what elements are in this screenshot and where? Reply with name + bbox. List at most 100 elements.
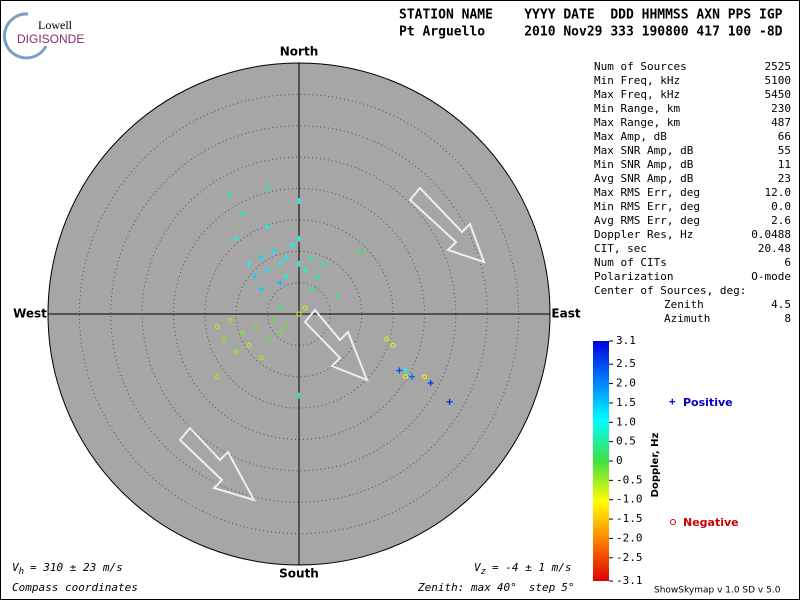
drift-arrows: [178, 186, 486, 502]
source-negative: [302, 305, 308, 311]
source-negative: [214, 374, 220, 380]
stat-label: Doppler Res, Hz: [594, 228, 693, 241]
legend-label: Positive: [683, 396, 733, 409]
colorbar-tick-label: 0: [616, 454, 623, 467]
stat-value: 23: [778, 172, 791, 185]
stat-label: Polarization: [594, 270, 673, 283]
source-negative: [258, 355, 264, 361]
source-positive: [314, 273, 321, 280]
source-negative: [390, 342, 396, 348]
zenith-label: Zenith: max 40° step 5°: [417, 581, 574, 594]
source-negative: [296, 311, 302, 317]
colorbar-tick-label: -2.5: [616, 551, 643, 564]
colorbar-tick-label: 2.0: [616, 377, 636, 390]
stat-value: 230: [771, 102, 791, 115]
colorbar-tick-label: 0.5: [616, 435, 636, 448]
source-positive: [264, 185, 271, 192]
source-negative: [271, 317, 277, 323]
source-positive: [264, 223, 271, 230]
stat-value: 5450: [765, 88, 792, 101]
stat-value: 55: [778, 144, 791, 157]
colorbar-tick-label: 2.5: [616, 357, 636, 370]
logo-bottom: DIGISONDE: [17, 32, 84, 46]
source-positive: [277, 260, 284, 267]
stat-label: Min SNR Amp, dB: [594, 158, 694, 171]
source-positive: [258, 285, 265, 292]
source-negative: [240, 330, 246, 336]
source-positive: [321, 260, 328, 267]
header-line: Pt Arguello 2010 Nov29 333 190800 417 10…: [399, 25, 783, 40]
source-positive: [427, 380, 434, 387]
stat-value: 0.0: [771, 200, 791, 213]
stat-label: Avg RMS Err, deg: [594, 214, 700, 227]
source-negative: [214, 324, 220, 330]
direction-label: North: [280, 45, 318, 59]
stat-value: 12.0: [765, 186, 792, 199]
stat-label: Num of Sources: [594, 60, 687, 73]
source-positive: [239, 210, 246, 217]
stat-value: 487: [771, 116, 791, 129]
colorbar-tick-label: -1.5: [616, 512, 643, 525]
source-negative: [403, 374, 409, 380]
source-negative: [265, 336, 271, 342]
source-positive: [277, 304, 284, 311]
source-negative: [283, 324, 289, 330]
source-positive: [402, 367, 409, 374]
colorbar-tick-label: 3.1: [616, 334, 636, 347]
version: ShowSkymap v 1.0 SD v 5.0: [654, 586, 781, 596]
source-positive: [289, 241, 296, 248]
direction-label: West: [13, 307, 47, 321]
source-negative: [252, 324, 258, 330]
source-positive: [308, 285, 315, 292]
source-positive: [277, 279, 284, 286]
source-positive: [302, 267, 309, 274]
source-negative: [277, 330, 283, 336]
legend-label: Negative: [683, 516, 739, 529]
source-negative: [221, 336, 227, 342]
source-positive: [333, 292, 340, 299]
source-positive: [283, 273, 290, 280]
legend-marker: +: [669, 395, 676, 408]
stat-value: 66: [778, 130, 791, 143]
colorbar-tick-label: -0.5: [616, 473, 643, 486]
stat-label: Max RMS Err, deg: [594, 186, 700, 199]
source-positive: [233, 235, 240, 242]
center-label: Azimuth: [664, 312, 710, 325]
stat-label: Min RMS Err, deg: [594, 200, 700, 213]
source-positive: [296, 260, 302, 267]
logo-swoosh: [3, 12, 48, 60]
colorbar-tick-label: 1.5: [616, 396, 636, 409]
stat-value: 5100: [765, 74, 792, 87]
legend-marker: [670, 519, 676, 525]
direction-label: South: [279, 567, 319, 581]
coords-label: Compass coordinates: [12, 581, 138, 594]
stat-value: 20.48: [758, 242, 791, 255]
colorbar-tick-label: -2.0: [616, 531, 643, 544]
vh-label: Vh = 310 ± 23 m/s: [12, 561, 123, 577]
source-positive: [296, 235, 302, 242]
source-negative: [233, 349, 239, 355]
colorbar-tick-label: -3.1: [616, 574, 643, 587]
source-positive: [226, 191, 233, 198]
stat-label: Num of CITs: [594, 256, 667, 269]
vz-label: Vz = -4 ± 1 m/s: [474, 561, 572, 577]
logo-top: Lowell: [38, 18, 73, 32]
center-value: 4.5: [771, 298, 791, 311]
source-positive: [270, 248, 277, 255]
source-negative: [227, 317, 233, 323]
stat-value: 6: [784, 256, 791, 269]
stat-label: Max Range, km: [594, 116, 680, 129]
source-positive: [296, 198, 302, 205]
colorbar-tick-label: 1.0: [616, 415, 636, 428]
stat-value: 0.0488: [751, 228, 791, 241]
source-positive: [264, 267, 271, 274]
source-positive: [358, 248, 365, 255]
colorbar-tick-label: -1.0: [616, 493, 643, 506]
source-positive: [296, 392, 302, 399]
source-positive: [396, 367, 403, 374]
center-label: Zenith: [664, 298, 704, 311]
source-positive: [308, 254, 315, 261]
direction-label: East: [551, 307, 580, 321]
source-positive: [446, 398, 453, 405]
